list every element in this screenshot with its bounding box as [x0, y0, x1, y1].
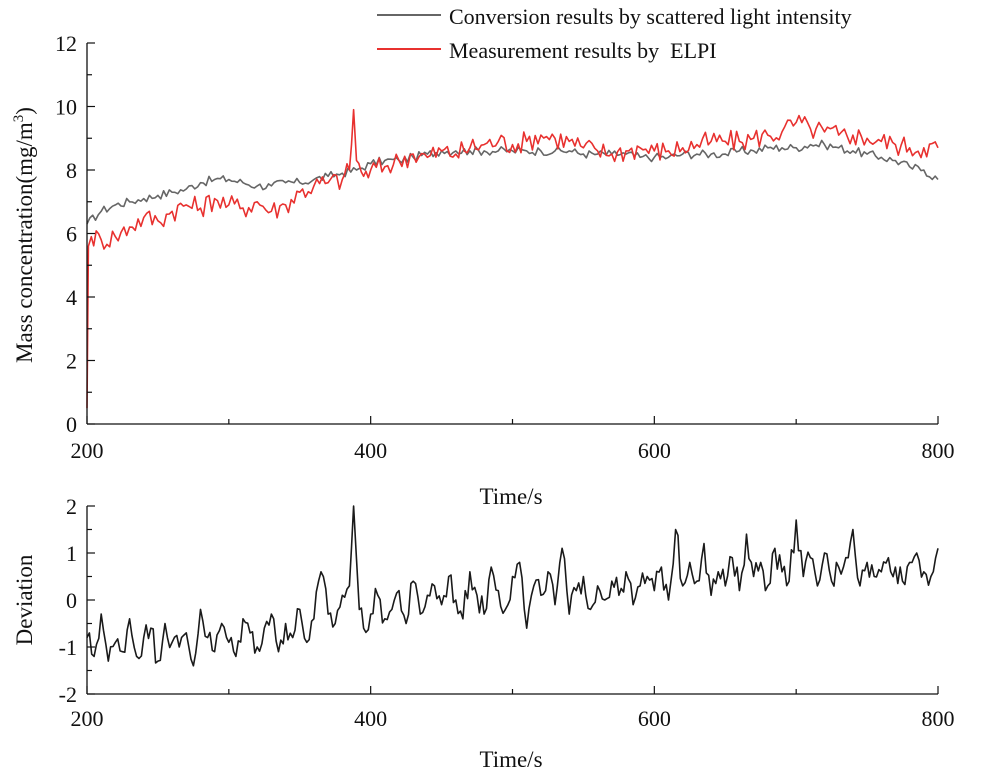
top-series-group	[86, 108, 939, 409]
legend: Conversion results by scattered light in…	[377, 4, 852, 63]
top-y-axis-title-main: Mass concentration(mg/m	[12, 122, 37, 363]
top-axes: 200 400 600 800 0 2 4 6 8 10 12	[55, 31, 955, 463]
top-y-tick-label: 6	[66, 222, 77, 247]
top-x-tick-label: 800	[922, 438, 955, 463]
bottom-x-axis-title: Time/s	[479, 747, 542, 772]
top-x-tick-label: 200	[71, 438, 104, 463]
top-x-tick-label: 600	[638, 438, 671, 463]
top-y-tick-label: 10	[55, 95, 77, 120]
top-series-line-1	[86, 108, 939, 409]
bottom-y-tick-label: 0	[66, 588, 77, 613]
bottom-y-tick-label: 1	[66, 541, 77, 566]
bottom-axes: 200 400 600 800 -2 -1 0 1 2	[59, 494, 955, 731]
bottom-chart: 200 400 600 800 -2 -1 0 1 2 Time/s Deviation	[12, 494, 955, 772]
top-y-tick-label: 2	[66, 349, 77, 374]
top-y-axis-title: Mass concentration(mg/m3)	[11, 107, 37, 363]
bottom-x-tick-label: 200	[71, 706, 104, 731]
legend-label-conversion: Conversion results by scattered light in…	[449, 4, 852, 29]
top-y-tick-label: 12	[55, 31, 77, 56]
legend-label-elpi: Measurement results by ELPI	[449, 38, 717, 63]
bottom-y-tick-label: 2	[66, 494, 77, 519]
top-chart: 200 400 600 800 0 2 4 6 8 10 12 Time/s Mass concen…	[11, 4, 955, 509]
bottom-x-tick-label: 400	[354, 706, 387, 731]
top-y-axis-title-sup: 3	[11, 115, 27, 123]
top-y-tick-label: 0	[66, 412, 77, 437]
top-x-axis-title: Time/s	[479, 484, 542, 509]
bottom-series-group	[86, 505, 939, 667]
bottom-x-tick-label: 600	[638, 706, 671, 731]
top-series-line-0	[86, 139, 939, 225]
top-y-tick-label: 8	[66, 158, 77, 183]
top-y-axis-title-close: )	[12, 107, 37, 115]
bottom-series-line-0	[86, 505, 939, 667]
bottom-y-tick-label: -1	[59, 635, 77, 660]
bottom-x-tick-label: 800	[922, 706, 955, 731]
top-y-tick-label: 4	[66, 285, 77, 310]
bottom-y-tick-label: -2	[59, 682, 77, 707]
top-x-tick-label: 400	[354, 438, 387, 463]
bottom-y-axis-title: Deviation	[12, 554, 37, 645]
